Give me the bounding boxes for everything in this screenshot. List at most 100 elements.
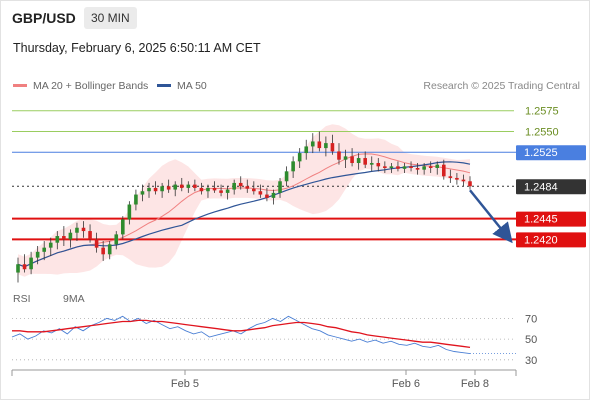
candle-body <box>258 191 263 195</box>
candle-body <box>62 236 66 240</box>
ma50-swatch <box>157 83 171 87</box>
candle-body <box>35 251 40 258</box>
candle-body <box>369 163 374 165</box>
pair-title: GBP/USD <box>12 10 76 26</box>
candle-body <box>310 141 315 147</box>
candle-body <box>81 227 86 232</box>
x-tick-label: Feb 6 <box>392 378 420 390</box>
candle-body <box>42 247 47 252</box>
level-label: 1.2525 <box>524 147 558 159</box>
candle-body <box>356 158 361 164</box>
candle-body <box>199 187 204 192</box>
candle-body <box>448 176 453 178</box>
x-tick-label: Feb 8 <box>461 378 489 390</box>
candle-body <box>179 184 184 188</box>
candle-body <box>396 166 400 169</box>
candle-body <box>278 181 282 193</box>
level-tag-last <box>516 179 586 195</box>
legend-item-ma50: MA 50 <box>157 80 207 92</box>
level-label: 1.2575 <box>525 106 559 118</box>
candle-body <box>422 166 426 170</box>
candle-body <box>337 151 341 160</box>
legend-item-ma20: MA 20 + Bollinger Bands <box>13 80 148 92</box>
candle-body <box>153 187 158 192</box>
level-label: 1.2550 <box>525 126 559 138</box>
credit-text: Research © 2025 Trading Central <box>423 80 580 92</box>
candle-body <box>435 164 440 168</box>
candle-body <box>219 190 223 193</box>
x-tick-label: Feb 5 <box>171 378 199 390</box>
candle-body <box>461 179 466 182</box>
legend-label-ma50: MA 50 <box>177 80 207 92</box>
candle-body <box>88 231 92 240</box>
candle-body <box>428 166 433 168</box>
candle-body <box>271 192 276 198</box>
candle-body <box>232 182 236 190</box>
candle-body <box>68 232 73 240</box>
candle-body <box>16 264 20 273</box>
candle-body <box>101 247 105 255</box>
rsi-tick-label: 70 <box>525 313 537 325</box>
candle-body <box>389 166 394 168</box>
candle-body <box>402 166 407 169</box>
candle-body <box>173 184 178 190</box>
rsi-tick-label: 50 <box>525 334 537 346</box>
ma20-swatch <box>13 83 27 87</box>
legend-item-rsi: RSI <box>13 293 31 305</box>
level-tag-target <box>516 211 586 227</box>
legend-label-9ma: 9MA <box>63 293 85 305</box>
rsi-line <box>11 315 471 355</box>
ma20-line <box>17 153 471 268</box>
candle-body <box>441 164 446 177</box>
candle-body <box>193 184 197 188</box>
candle-body <box>94 239 99 248</box>
candle-body <box>29 257 33 270</box>
level-label: 1.2445 <box>524 214 558 226</box>
rsi-tick-label: 30 <box>525 355 537 367</box>
candle-body <box>127 204 132 220</box>
candle-body <box>468 181 472 187</box>
level-label: 1.2484 <box>524 181 558 193</box>
candle-body <box>415 168 420 170</box>
candle-body <box>376 163 381 167</box>
forecast-arrow <box>469 189 513 244</box>
interval-button[interactable]: 30 MIN <box>84 7 137 29</box>
candle-body <box>252 188 256 192</box>
candle-body <box>121 219 125 235</box>
candle-body <box>409 166 413 168</box>
timestamp: Thursday, February 6, 2025 6:50:11 AM CE… <box>13 41 261 55</box>
candle-body <box>186 184 191 188</box>
level-tag-target <box>516 232 586 248</box>
level-tag-pivot <box>516 145 586 161</box>
candle-body <box>225 189 230 193</box>
candle-body <box>114 234 119 245</box>
candle-body <box>363 158 367 165</box>
candle-body <box>238 182 243 187</box>
candle-body <box>317 141 322 149</box>
candle-body <box>245 186 250 189</box>
rsi-9ma-line <box>12 319 471 349</box>
candle-body <box>343 156 348 160</box>
candle-body <box>330 143 335 152</box>
candle-body <box>22 264 27 270</box>
candle-body <box>147 187 151 192</box>
candle-body <box>160 186 164 192</box>
candle-body <box>134 194 138 205</box>
candle-body <box>55 236 60 243</box>
bollinger-band <box>18 124 470 277</box>
candle-body <box>140 191 145 195</box>
candle-body <box>297 153 302 162</box>
candle-body <box>304 146 309 154</box>
legend-label-ma20: MA 20 + Bollinger Bands <box>33 80 149 92</box>
candle-body <box>265 194 269 198</box>
candle-body <box>324 143 328 149</box>
candle-body <box>383 166 387 168</box>
candle-body <box>284 171 289 182</box>
candle-body <box>166 186 171 190</box>
candle-body <box>75 227 79 233</box>
candle-body <box>48 242 53 248</box>
candle-body <box>350 156 354 164</box>
candle-body <box>107 244 112 255</box>
candle-body <box>291 161 295 172</box>
